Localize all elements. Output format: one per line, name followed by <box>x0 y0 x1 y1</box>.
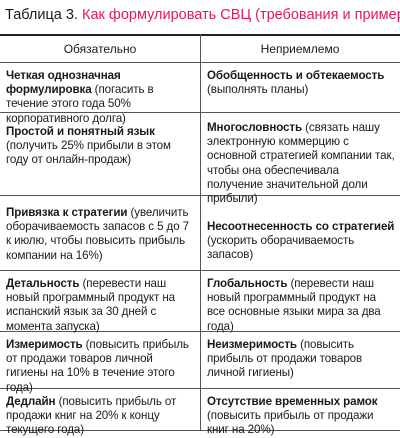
row-1-required-cell: Четкая однозначная формулировка (погасит… <box>6 69 196 126</box>
antipattern-term: Многословность <box>207 121 303 134</box>
antipattern-term: Неизмеримость <box>207 338 297 351</box>
antipattern-example: (выполнять планы) <box>207 83 309 97</box>
requirement-example: (повысить прибыль от продажи товаров лич… <box>6 338 189 394</box>
antipattern-example: (связать нашу электронную коммерцию с ос… <box>207 121 395 206</box>
antipattern-example: (ускорить оборачиваемость запасов) <box>207 234 355 262</box>
requirement-term: Простой и понятный язык <box>6 125 155 138</box>
header-required: Обязательно <box>63 42 137 56</box>
column-divider <box>200 34 201 430</box>
row-6-required-cell: Дедлайн (повысить прибыль от продажи кни… <box>6 395 196 438</box>
requirement-example: (повысить прибыль от продажи книг на 20%… <box>6 395 177 437</box>
requirement-term: Дедлайн <box>6 395 56 408</box>
requirement-term: Привязка к стратегии <box>6 206 128 219</box>
antipattern-term: Несоотнесенность со стратегией <box>207 220 395 233</box>
antipattern-example: (повысить прибыль от продажи товаров лич… <box>207 338 363 380</box>
antipattern-term: Обобщенность и обтекаемость <box>207 69 385 82</box>
row-5-required-cell: Измеримость (повысить прибыль от продажи… <box>6 338 196 395</box>
table-title: Как формулировать СВЦ (требования и прим… <box>82 7 400 23</box>
antipattern-example: (перевести наш новый программный продукт… <box>207 277 381 333</box>
antipattern-example: (повысить прибыль от продажи книг на 20%… <box>207 409 374 437</box>
row-2-required-cell: Простой и понятный язык (получить 25% пр… <box>6 125 196 168</box>
requirement-example: (перевести наш новый программный продукт… <box>6 277 175 333</box>
requirement-example: (погасить в течение этого года 50% корпо… <box>6 83 154 125</box>
table-caption: Таблица 3. Как формулировать СВЦ (требов… <box>5 6 400 24</box>
row-3-unacceptable-cell: Несоотнесенность со стратегией (ускорить… <box>207 220 397 263</box>
antipattern-term: Отсутствие временных рамок <box>207 395 378 408</box>
row-6-unacceptable-cell: Отсутствие временных рамок (повысить при… <box>207 395 397 438</box>
table-number: Таблица 3. <box>5 7 78 23</box>
row-2-unacceptable-cell: Многословность (связать нашу электронную… <box>207 121 397 206</box>
table-bottom-rule <box>0 430 400 431</box>
row-5-unacceptable-cell: Неизмеримость (повысить прибыль от прода… <box>207 338 397 381</box>
requirement-example: (получить 25% прибыли в этом году от онл… <box>6 139 171 167</box>
requirement-term: Четкая однозначная формулировка <box>6 69 121 97</box>
antipattern-term: Глобальность <box>207 277 288 290</box>
row-3-required-cell: Привязка к стратегии (увеличить оборачив… <box>6 206 196 263</box>
requirement-term: Детальность <box>6 277 80 290</box>
requirement-term: Измеримость <box>6 338 83 351</box>
row-4-required-cell: Детальность (перевести наш новый програм… <box>6 277 196 334</box>
header-unacceptable: Неприемлемо <box>260 42 340 56</box>
row-1-unacceptable-cell: Обобщенность и обтекаемость (выполнять п… <box>207 69 397 97</box>
row-4-unacceptable-cell: Глобальность (перевести наш новый програ… <box>207 277 397 334</box>
requirement-example: (увеличить оборачиваемость запасов с 5 д… <box>6 206 190 262</box>
